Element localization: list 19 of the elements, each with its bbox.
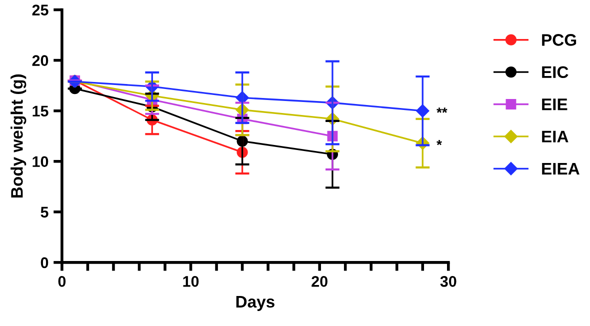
- x-tick-label: 10: [183, 276, 199, 287]
- annotation: **: [436, 108, 448, 113]
- y-tick-label: 5: [40, 206, 48, 218]
- legend-label: EIE: [542, 98, 568, 110]
- x-tick-label: 30: [440, 276, 456, 287]
- x-axis-title: Days: [236, 296, 274, 311]
- legend-label: PCG: [542, 34, 576, 46]
- legend-label: EIEA: [542, 163, 580, 175]
- y-tick-label: 15: [32, 106, 48, 117]
- x-tick-label: 20: [312, 276, 328, 287]
- y-tick-label: 25: [32, 4, 48, 16]
- legend-label: EIA: [542, 130, 568, 142]
- legend-label: EIC: [542, 66, 568, 78]
- annotation: *: [436, 140, 442, 146]
- y-tick-label: 10: [32, 156, 48, 168]
- y-tick-label: 20: [32, 55, 48, 66]
- x-tick-label: 0: [58, 276, 66, 287]
- y-axis-title: Body weight (g): [10, 74, 26, 198]
- y-tick-label: 0: [40, 257, 48, 268]
